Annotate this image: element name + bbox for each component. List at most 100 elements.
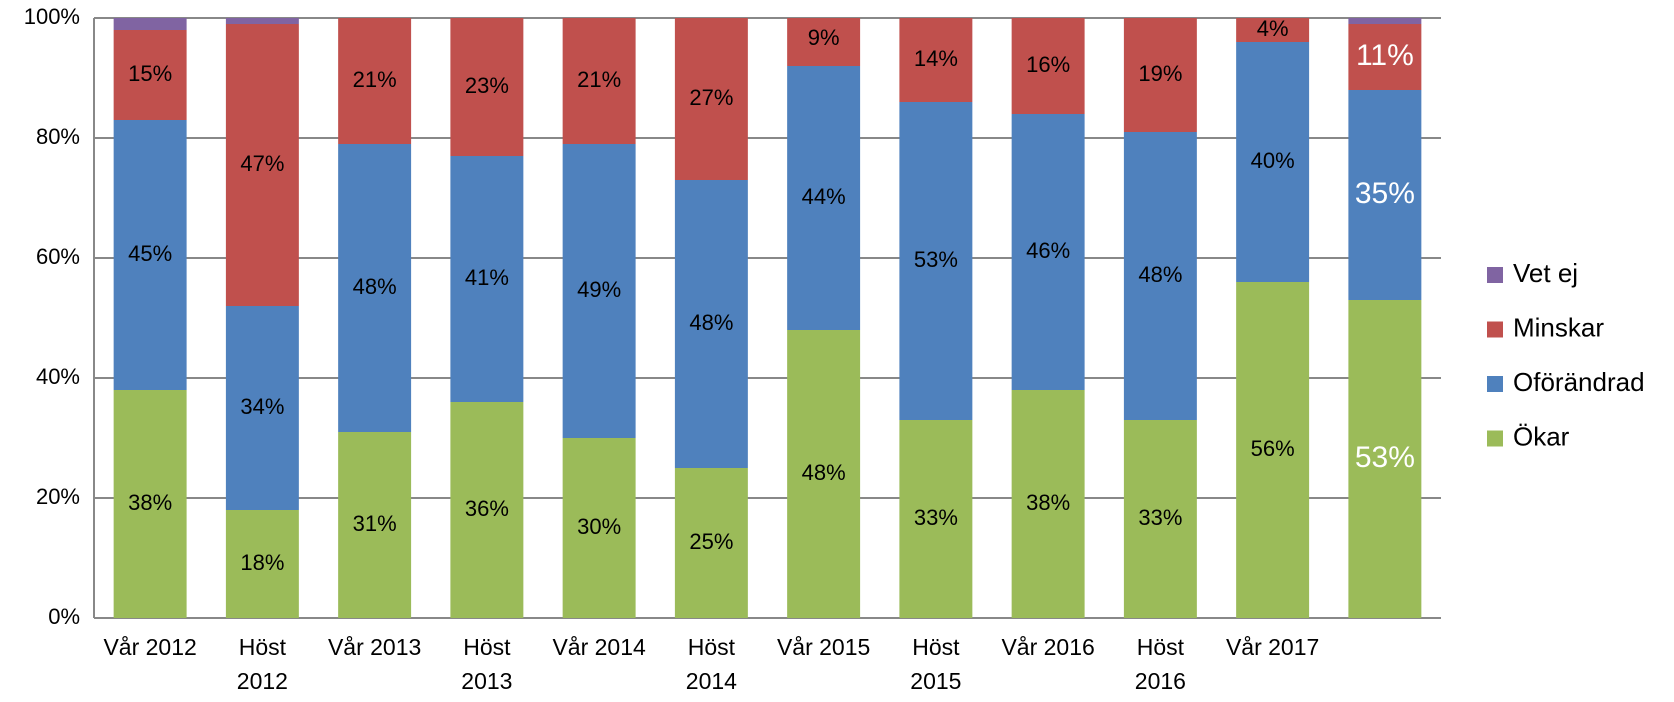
legend-swatch xyxy=(1487,267,1503,283)
data-label: 14% xyxy=(914,46,958,71)
bar-segment xyxy=(1011,114,1085,390)
bar-segment xyxy=(338,144,412,432)
bar-segment xyxy=(338,18,412,144)
y-tick-label: 60% xyxy=(36,244,80,269)
data-label: 48% xyxy=(353,274,397,299)
bar-segment xyxy=(899,18,973,102)
bar-segment xyxy=(1348,18,1422,24)
bar-segment xyxy=(674,180,748,468)
data-label: 36% xyxy=(465,496,509,521)
bar-segment xyxy=(450,18,524,156)
data-label: 49% xyxy=(577,277,621,302)
bar-segment xyxy=(1236,42,1310,282)
legend-swatch xyxy=(1487,376,1503,392)
grid xyxy=(93,17,1441,619)
x-tick-label-box: Höst 2016 xyxy=(1134,634,1186,694)
y-tick-label: 0% xyxy=(48,604,80,629)
x-tick-label-box: Vår 2013 xyxy=(327,634,422,660)
x-tick-label: Vår 2013 xyxy=(327,634,422,660)
data-label: 40% xyxy=(1251,148,1295,173)
data-label: 21% xyxy=(353,67,397,92)
legend-label: Vet ej xyxy=(1513,258,1578,288)
data-label: 47% xyxy=(240,151,284,176)
x-tick-label-box: Höst 2013 xyxy=(461,634,513,694)
bar-segment xyxy=(899,102,973,420)
x-tick-label: Höst 2016 xyxy=(1134,634,1186,694)
data-label: 27% xyxy=(689,85,733,110)
y-tick-label: 100% xyxy=(24,4,80,29)
legend-swatch xyxy=(1487,430,1503,447)
x-tick-label: Vår 2014 xyxy=(552,634,646,660)
data-label: 48% xyxy=(802,460,846,485)
data-label: 33% xyxy=(914,505,958,530)
data-label: 46% xyxy=(1026,238,1070,263)
data-label: 53% xyxy=(914,247,958,272)
data-label: 9% xyxy=(808,25,840,50)
x-tick-label-box: Vår 2014 xyxy=(552,634,646,660)
data-label: 38% xyxy=(128,490,172,515)
bar-segment xyxy=(113,30,187,120)
data-label: 11% xyxy=(1356,39,1414,72)
x-tick-label-box: Vår 2016 xyxy=(1001,634,1095,660)
data-label: 38% xyxy=(1026,490,1070,515)
data-label: 30% xyxy=(577,514,621,539)
data-label: 25% xyxy=(689,529,733,554)
legend-swatch xyxy=(1487,321,1503,338)
x-tick-label: Höst 2015 xyxy=(910,634,962,694)
x-tick-label-box: Vår 2012 xyxy=(103,634,197,660)
bar-segment xyxy=(787,330,861,618)
data-label: 23% xyxy=(465,73,509,98)
bar-segment xyxy=(450,402,524,618)
bar-segment xyxy=(113,390,187,618)
bar-segment xyxy=(562,438,636,618)
data-label: 48% xyxy=(1138,262,1182,287)
data-label: 35% xyxy=(1355,177,1415,210)
bar-segment xyxy=(113,120,187,390)
y-tick-label: 40% xyxy=(36,364,80,389)
data-label: 53% xyxy=(1355,441,1415,474)
y-tick-label: 20% xyxy=(36,484,80,509)
legend-label: Minskar xyxy=(1513,312,1604,342)
bar-segment xyxy=(562,18,636,144)
x-tick-label-box: Vår 2015 xyxy=(776,634,871,660)
bar-segment xyxy=(787,66,861,330)
x-tick-label-box: Höst 2015 xyxy=(910,634,962,694)
x-tick-label-box: Höst 2012 xyxy=(236,634,288,694)
data-label: 15% xyxy=(128,61,172,86)
data-label: 4% xyxy=(1257,16,1289,41)
bar-segment xyxy=(1011,18,1085,114)
data-label: 45% xyxy=(128,241,172,266)
data-label: 41% xyxy=(465,265,509,290)
data-label: 44% xyxy=(802,184,846,209)
labels: 0% 20% 40% 60% 80% 100% 38% 45% 15% Vår 2012 18% 34… xyxy=(24,4,1645,694)
legend-label: Oförändrad xyxy=(1513,367,1645,397)
bar-segment xyxy=(225,18,299,24)
bar-segment xyxy=(113,18,187,30)
bar-segment xyxy=(562,144,636,438)
bar-segment xyxy=(1348,300,1422,618)
x-tick-label: Vår 2017 xyxy=(1225,634,1320,660)
data-label: 16% xyxy=(1026,52,1070,77)
bar-segment xyxy=(787,18,861,66)
x-tick-label: Vår 2016 xyxy=(1001,634,1095,660)
bar-segment xyxy=(1348,90,1422,300)
bar-segment xyxy=(1348,24,1422,90)
x-tick-label: Vår 2012 xyxy=(103,634,197,660)
bar-segment xyxy=(338,432,412,618)
x-tick-label: Höst 2012 xyxy=(236,634,288,694)
x-tick-label-box: Höst 2014 xyxy=(686,634,737,694)
bar-segment xyxy=(1236,282,1310,618)
bar-segment xyxy=(1123,420,1197,618)
bar-segment xyxy=(674,18,748,180)
data-label: 19% xyxy=(1138,61,1182,86)
x-tick-label-box: Vår 2017 xyxy=(1225,634,1320,660)
bar-segment xyxy=(1123,18,1197,132)
bar-segment xyxy=(225,24,299,306)
bar-segment xyxy=(1123,132,1197,420)
bar-segment xyxy=(225,306,299,510)
y-tick-label: 80% xyxy=(36,124,80,149)
x-tick-label: Vår 2015 xyxy=(776,634,871,660)
data-label: 33% xyxy=(1138,505,1182,530)
x-tick-label: Höst 2013 xyxy=(461,634,513,694)
